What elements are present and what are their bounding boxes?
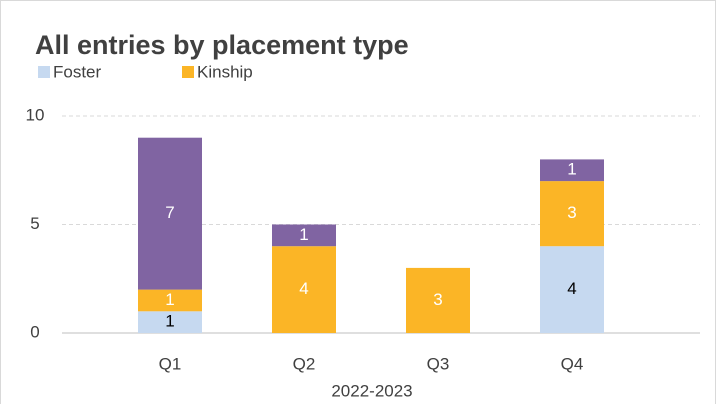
- y-tick-label: 5: [30, 214, 39, 233]
- legend-swatch: [38, 66, 50, 78]
- bar-segment: [272, 224, 336, 247]
- data-label: 1: [567, 160, 576, 179]
- legend-label: Foster: [53, 62, 102, 81]
- data-label: 7: [165, 203, 174, 222]
- chart-title: All entries by placement type: [35, 30, 409, 60]
- x-tick-label: Q2: [293, 354, 316, 373]
- bar-segment: [540, 159, 604, 182]
- x-tick-label: Q4: [561, 354, 584, 373]
- x-axis-title: 2022-2023: [331, 381, 412, 400]
- bar-segment: [138, 289, 202, 312]
- data-label: 1: [165, 290, 174, 309]
- data-label: 1: [299, 225, 308, 244]
- x-tick-label: Q1: [159, 354, 182, 373]
- data-label: 3: [567, 203, 576, 222]
- x-tick-label: Q3: [427, 354, 450, 373]
- bar-segment: [406, 267, 470, 333]
- legend-label: Kinship: [197, 62, 253, 81]
- y-tick-label: 0: [30, 322, 39, 341]
- bar-segment: [540, 181, 604, 247]
- legend-swatch: [182, 66, 194, 78]
- bar-segment: [272, 246, 336, 333]
- y-tick-label: 10: [26, 105, 45, 124]
- data-label: 4: [567, 279, 576, 298]
- bar-segment: [138, 137, 202, 290]
- data-label: 1: [165, 312, 174, 331]
- data-label: 4: [299, 279, 308, 298]
- data-label: 3: [433, 290, 442, 309]
- bar-segment: [138, 311, 202, 333]
- bar-segment: [540, 246, 604, 333]
